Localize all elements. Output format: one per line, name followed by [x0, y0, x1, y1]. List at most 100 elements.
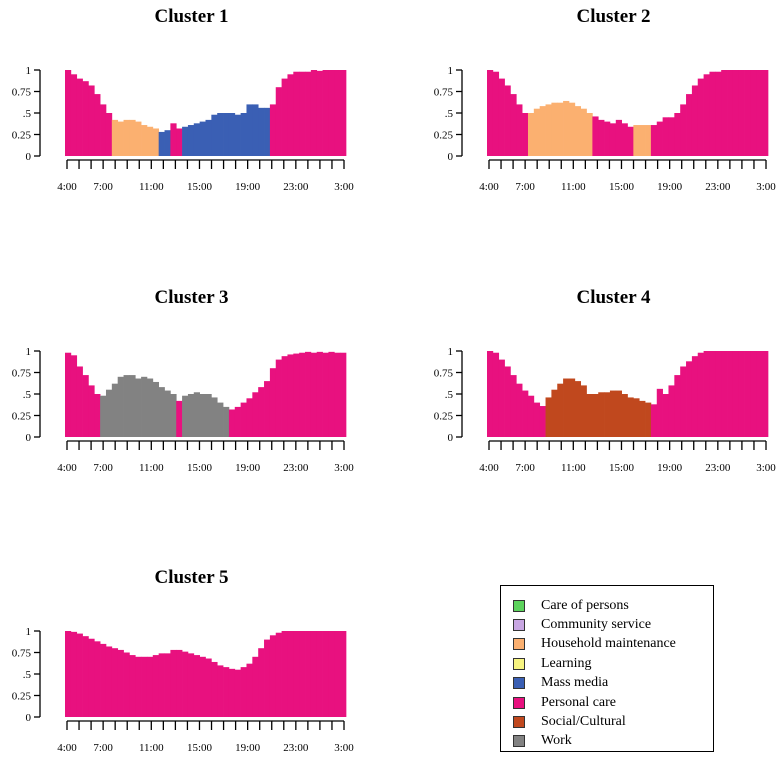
bar-personal-care	[275, 87, 282, 156]
bar-mass-media	[228, 113, 236, 156]
bar-personal-care	[129, 655, 136, 717]
bar-personal-care	[240, 667, 247, 717]
y-tick-label: 0.75	[434, 368, 454, 380]
x-tick-label: 11:00	[561, 181, 586, 193]
bar-social-cultural	[621, 394, 628, 437]
bar-personal-care	[199, 656, 206, 717]
bar-personal-care	[621, 123, 628, 156]
legend-swatch-household-maintenance	[513, 638, 525, 651]
x-tick-label: 11:00	[561, 462, 586, 474]
bar-personal-care	[328, 631, 335, 717]
bar-personal-care	[650, 404, 658, 437]
bar-work	[182, 395, 189, 437]
bar-personal-care	[111, 648, 119, 717]
bar-mass-media	[211, 114, 218, 156]
x-tick-label: 11:00	[139, 181, 164, 193]
y-tick-label: 0.25	[12, 691, 32, 703]
bar-personal-care	[662, 394, 669, 437]
bar-personal-care	[697, 78, 704, 156]
y-tick-label: 0.75	[434, 87, 454, 99]
bar-social-cultural	[592, 394, 599, 437]
bar-personal-care	[217, 665, 224, 717]
x-tick-label: 23:00	[705, 181, 731, 193]
bar-personal-care	[146, 656, 154, 717]
y-tick-label: 0.75	[12, 648, 32, 660]
bar-personal-care	[170, 649, 177, 717]
y-tick-label: 1	[448, 346, 454, 358]
legend-label-work: Work	[541, 733, 572, 749]
bar-personal-care	[750, 70, 757, 156]
x-tick-label: 7:00	[93, 742, 113, 754]
bar-personal-care	[246, 663, 253, 717]
bar-work	[129, 375, 136, 437]
bar-work	[123, 375, 130, 437]
legend-swatch-care-of-persons	[513, 599, 525, 612]
bar-work	[100, 395, 107, 437]
x-tick-label: 7:00	[515, 181, 535, 193]
bar-personal-care	[516, 104, 523, 156]
bar-personal-care	[527, 395, 535, 437]
legend-swatch-community-service	[513, 619, 525, 632]
bar-work	[158, 387, 165, 437]
bar-personal-care	[334, 352, 341, 437]
bar-work	[111, 383, 119, 437]
bar-social-cultural	[598, 392, 605, 437]
bar-work	[187, 394, 195, 437]
bar-social-cultural	[563, 378, 570, 437]
bar-personal-care	[340, 352, 347, 437]
x-tick-label: 15:00	[609, 181, 635, 193]
bar-mass-media	[252, 104, 259, 156]
bar-personal-care	[715, 71, 722, 156]
bar-personal-care	[592, 116, 599, 156]
bar-mass-media	[217, 113, 224, 156]
bar-personal-care	[252, 656, 259, 717]
bar-personal-care	[744, 351, 751, 437]
y-tick-label: 0	[26, 151, 32, 163]
bar-personal-care	[275, 632, 282, 717]
x-tick-label: 3:00	[334, 742, 354, 754]
bar-personal-care	[258, 648, 265, 717]
bar-mass-media	[246, 104, 253, 156]
x-tick-label: 19:00	[657, 462, 683, 474]
x-tick-label: 15:00	[609, 462, 635, 474]
bar-personal-care	[522, 113, 529, 156]
bar-personal-care	[70, 355, 78, 437]
bar-personal-care	[281, 631, 288, 717]
bar-personal-care	[756, 70, 763, 156]
bar-personal-care	[691, 356, 699, 437]
bar-personal-care	[316, 70, 323, 156]
bar-personal-care	[176, 400, 183, 437]
bar-personal-care	[487, 70, 494, 156]
bar-household-maintenance	[111, 119, 119, 156]
bar-household-maintenance	[563, 100, 570, 156]
bar-personal-care	[668, 117, 675, 156]
bar-personal-care	[492, 352, 500, 437]
legend-item-personal-care: Personal care	[513, 693, 713, 712]
bar-personal-care	[82, 375, 89, 437]
bar-personal-care	[264, 381, 271, 437]
x-tick-label: 7:00	[93, 462, 113, 474]
bar-mass-media	[158, 131, 165, 156]
y-tick-label: 1	[26, 346, 32, 358]
bar-household-maintenance	[152, 128, 160, 156]
bar-personal-care	[498, 359, 505, 437]
x-tick-label: 11:00	[139, 462, 164, 474]
bar-personal-care	[340, 70, 347, 156]
bar-personal-care	[152, 655, 160, 717]
bar-personal-care	[88, 638, 95, 717]
bar-personal-care	[264, 639, 271, 717]
cluster-4-panel: Cluster 4 1 0.75 .5 0.25 0 4:00 7:00 11:00 15:00 1…	[0, 281, 776, 476]
bar-personal-care	[100, 643, 107, 717]
x-tick-label: 4:00	[57, 742, 77, 754]
bar-personal-care	[299, 71, 306, 156]
bar-work	[141, 376, 148, 437]
bar-personal-care	[656, 121, 663, 156]
y-tick-label: 0	[26, 712, 32, 724]
bar-personal-care	[727, 351, 734, 437]
x-tick-label: 15:00	[187, 742, 213, 754]
x-tick-label: 11:00	[139, 742, 164, 754]
y-tick-label: 0.25	[12, 411, 32, 423]
bar-personal-care	[100, 104, 107, 156]
bar-personal-care	[269, 368, 277, 437]
bar-personal-care	[322, 631, 329, 717]
